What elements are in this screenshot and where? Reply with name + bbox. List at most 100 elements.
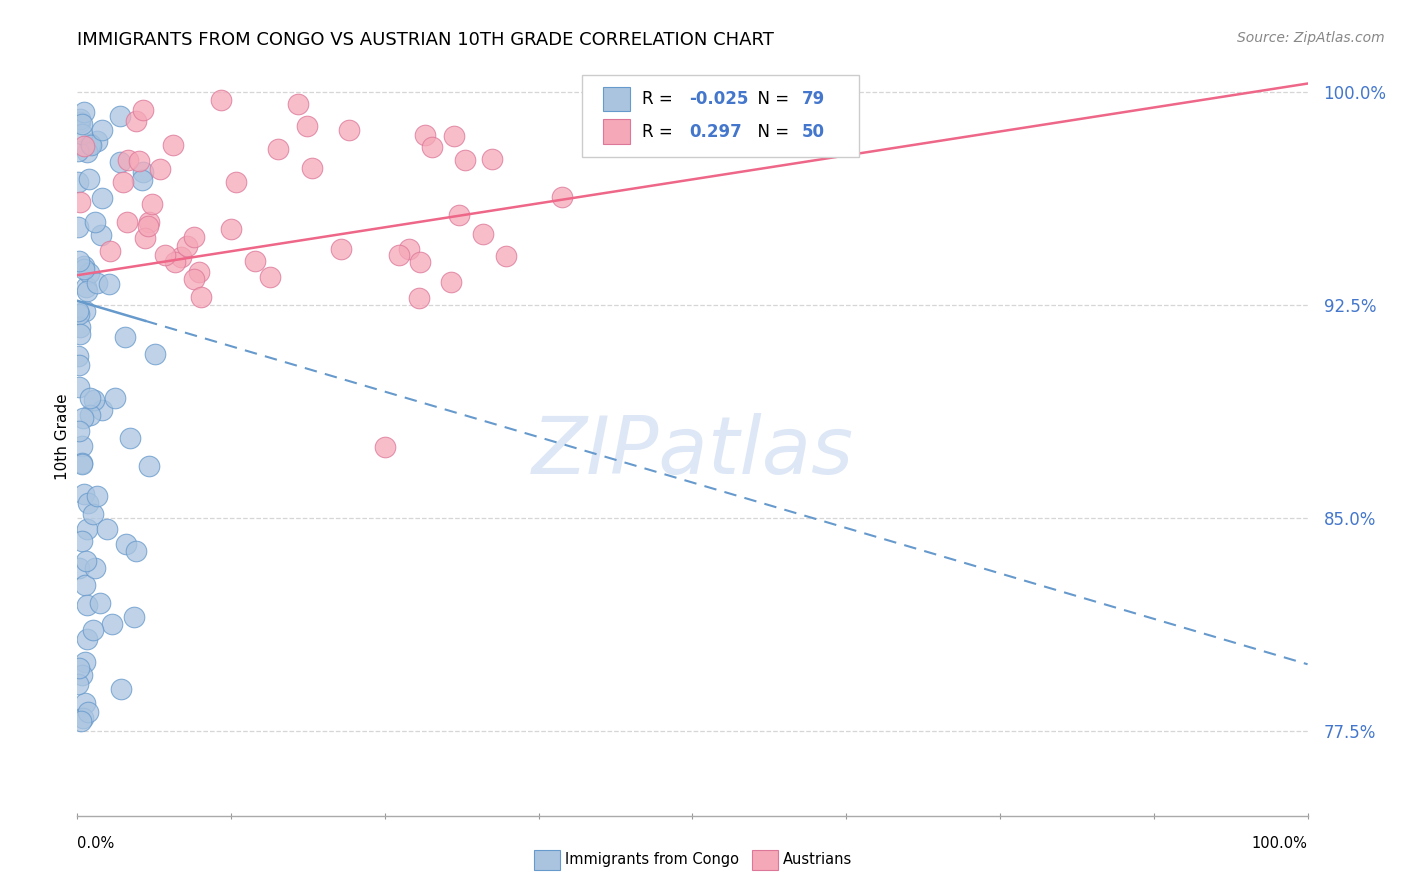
Point	[67, 561, 90, 575]
Text: N =: N =	[747, 90, 794, 108]
Point	[472, 227, 495, 241]
Point	[454, 153, 477, 167]
Point	[76, 145, 98, 159]
Text: R =: R =	[643, 90, 678, 108]
Point	[329, 242, 352, 256]
Y-axis label: 10th Grade: 10th Grade	[55, 393, 70, 481]
Point	[69, 114, 91, 128]
Bar	[603, 87, 630, 111]
Point	[112, 175, 135, 189]
Point	[82, 624, 104, 638]
Point	[125, 544, 148, 558]
Point	[671, 122, 693, 136]
Point	[73, 261, 96, 276]
Point	[72, 711, 94, 725]
Point	[67, 677, 90, 691]
Point	[374, 440, 396, 454]
Point	[66, 349, 89, 363]
Point	[67, 380, 90, 394]
Point	[67, 174, 90, 188]
Point	[141, 197, 163, 211]
Point	[80, 138, 103, 153]
Point	[108, 109, 131, 123]
Point	[117, 153, 139, 168]
Point	[495, 250, 517, 264]
Point	[143, 347, 166, 361]
Point	[96, 522, 118, 536]
Point	[443, 129, 465, 144]
Point	[398, 242, 420, 256]
Point	[138, 215, 160, 229]
Point	[183, 230, 205, 244]
Point	[76, 598, 98, 612]
Point	[76, 284, 98, 298]
Point	[73, 139, 96, 153]
Point	[86, 489, 108, 503]
Point	[77, 705, 100, 719]
Point	[138, 458, 160, 473]
Point	[86, 134, 108, 148]
Point	[66, 303, 89, 318]
Point	[420, 140, 443, 154]
Point	[69, 714, 91, 729]
Point	[287, 97, 309, 112]
Point	[66, 144, 89, 158]
Point	[91, 402, 114, 417]
Point	[70, 668, 93, 682]
Text: IMMIGRANTS FROM CONGO VS AUSTRIAN 10TH GRADE CORRELATION CHART: IMMIGRANTS FROM CONGO VS AUSTRIAN 10TH G…	[77, 31, 775, 49]
Point	[90, 123, 112, 137]
Point	[72, 260, 94, 274]
Point	[79, 392, 101, 406]
Point	[101, 617, 124, 632]
Point	[110, 682, 132, 697]
Text: ZIPatlas: ZIPatlas	[531, 413, 853, 491]
Point	[69, 195, 91, 210]
Point	[551, 190, 574, 204]
Point	[73, 105, 96, 120]
Text: -0.025: -0.025	[689, 90, 748, 108]
Text: 100.0%: 100.0%	[1251, 836, 1308, 851]
Point	[72, 457, 94, 471]
Point	[76, 632, 98, 646]
Point	[69, 319, 91, 334]
Point	[131, 173, 153, 187]
Point	[70, 534, 93, 549]
Point	[69, 112, 91, 126]
Text: N =: N =	[747, 122, 794, 141]
Point	[267, 142, 290, 156]
Point	[243, 254, 266, 268]
Point	[77, 171, 100, 186]
Point	[131, 164, 153, 178]
Point	[408, 291, 430, 305]
Point	[82, 508, 104, 522]
Point	[70, 456, 93, 470]
Point	[176, 238, 198, 252]
Point	[67, 307, 90, 321]
Point	[122, 609, 145, 624]
Point	[413, 128, 436, 142]
Point	[67, 661, 90, 675]
Point	[98, 277, 121, 292]
Point	[91, 191, 114, 205]
Point	[76, 496, 98, 510]
Point	[409, 255, 432, 269]
Point	[75, 304, 97, 318]
Point	[75, 553, 97, 567]
Point	[76, 522, 98, 536]
Text: R =: R =	[643, 122, 678, 141]
Point	[75, 655, 97, 669]
Text: Austrians: Austrians	[783, 853, 852, 867]
Point	[188, 265, 211, 279]
Text: 50: 50	[801, 122, 825, 141]
Point	[75, 279, 97, 293]
Point	[72, 439, 94, 453]
Point	[131, 103, 153, 117]
Point	[67, 253, 90, 268]
Point	[169, 250, 191, 264]
Point	[108, 155, 131, 169]
Point	[79, 136, 101, 151]
Text: 79: 79	[801, 90, 825, 108]
Point	[83, 561, 105, 575]
Point	[84, 215, 107, 229]
Point	[120, 431, 142, 445]
